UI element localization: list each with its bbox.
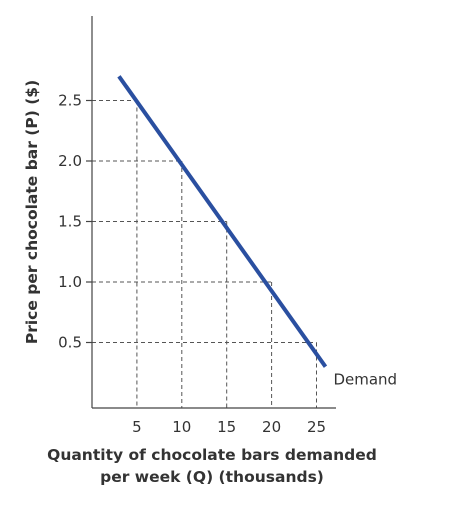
y-tick-label-3: 2.0 xyxy=(58,152,82,170)
series-line-0 xyxy=(117,75,328,368)
series-label-0: Demand xyxy=(333,371,397,389)
x-tick-label-0: 5 xyxy=(132,418,142,436)
y-tick-label-2: 1.5 xyxy=(58,213,82,231)
x-tick-label-3: 20 xyxy=(262,418,281,436)
x-axis-title-line-2: per week (Q) (thousands) xyxy=(100,468,324,486)
y-axis-title: Price per chocolate bar (P) ($) xyxy=(23,80,41,344)
x-ticks: 5 10 15 20 25 xyxy=(132,418,326,436)
y-tick-label-4: 2.5 xyxy=(58,92,82,110)
guide-lines xyxy=(92,100,317,408)
series-group: Demand xyxy=(117,75,397,389)
x-tick-label-4: 25 xyxy=(307,418,326,436)
x-tick-label-1: 10 xyxy=(172,418,191,436)
y-tick-label-1: 1.0 xyxy=(58,273,82,291)
y-ticks: 0.5 1.0 1.5 2.0 2.5 xyxy=(58,92,92,352)
x-axis-title-line-1: Quantity of chocolate bars demanded xyxy=(47,446,377,464)
x-tick-label-2: 15 xyxy=(217,418,236,436)
y-tick-label-0: 0.5 xyxy=(58,334,82,352)
